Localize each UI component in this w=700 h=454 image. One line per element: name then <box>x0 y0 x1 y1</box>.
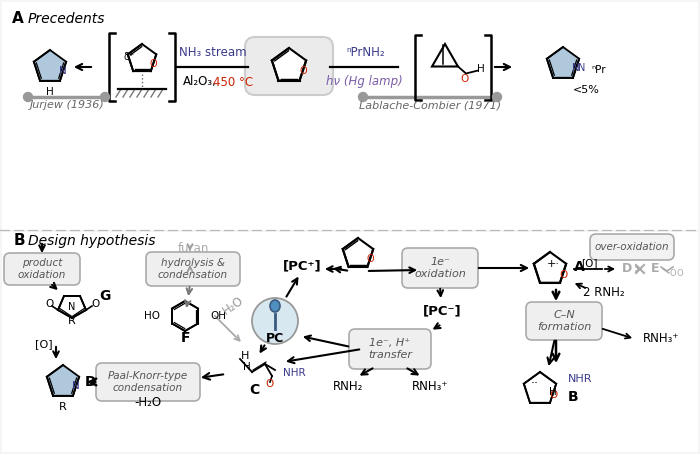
Text: N: N <box>69 302 76 312</box>
Ellipse shape <box>270 300 280 312</box>
Text: Paal-Knorr-type
condensation: Paal-Knorr-type condensation <box>108 371 188 393</box>
Text: O: O <box>461 74 469 84</box>
Polygon shape <box>272 48 306 80</box>
Text: 1e⁻
oxidation: 1e⁻ oxidation <box>414 257 466 279</box>
Text: <5%: <5% <box>573 85 600 95</box>
Text: Jurjew (1936): Jurjew (1936) <box>29 100 104 110</box>
Text: O: O <box>150 59 158 69</box>
Text: [PC⁺]: [PC⁺] <box>283 260 321 272</box>
Text: H: H <box>46 87 54 97</box>
Text: δ⁺: δ⁺ <box>123 52 134 62</box>
Circle shape <box>101 93 109 102</box>
Text: O: O <box>299 66 307 77</box>
Text: [O]: [O] <box>581 258 597 268</box>
Ellipse shape <box>252 298 298 344</box>
Polygon shape <box>547 47 579 78</box>
Text: R: R <box>68 316 76 326</box>
Text: A: A <box>574 260 584 274</box>
Text: O: O <box>92 299 100 309</box>
Text: B: B <box>14 233 26 248</box>
Text: RNH₃⁺: RNH₃⁺ <box>412 380 448 393</box>
Text: 450 °C: 450 °C <box>213 75 253 89</box>
Text: F: F <box>181 331 190 345</box>
Text: O: O <box>559 270 567 280</box>
Text: hν (Hg lamp): hν (Hg lamp) <box>326 75 402 89</box>
Text: Design hypothesis: Design hypothesis <box>28 234 155 248</box>
Circle shape <box>493 93 501 102</box>
Text: R: R <box>59 402 67 412</box>
Text: product
oxidation: product oxidation <box>18 258 66 280</box>
Polygon shape <box>34 50 66 81</box>
Text: Precedents: Precedents <box>28 12 106 26</box>
Text: Lablache-Combier (1971): Lablache-Combier (1971) <box>359 100 501 110</box>
Text: O: O <box>677 270 683 278</box>
Text: O: O <box>670 270 676 278</box>
Text: furan: furan <box>177 242 209 255</box>
Text: N: N <box>572 63 580 73</box>
Text: N: N <box>72 381 80 391</box>
Text: A: A <box>12 11 24 26</box>
FancyBboxPatch shape <box>526 302 602 340</box>
Text: N: N <box>578 63 586 73</box>
Text: ⁿPr: ⁿPr <box>591 65 606 75</box>
Text: NHR: NHR <box>283 368 306 378</box>
FancyBboxPatch shape <box>245 37 333 95</box>
FancyBboxPatch shape <box>2 2 698 230</box>
Text: D: D <box>622 262 632 276</box>
FancyBboxPatch shape <box>2 232 698 452</box>
Text: +·: +· <box>547 259 559 269</box>
Text: E: E <box>651 262 659 276</box>
Text: NHR: NHR <box>568 374 592 384</box>
Text: N: N <box>60 66 67 76</box>
Text: RNH₂: RNH₂ <box>332 380 363 393</box>
Text: B: B <box>568 390 579 404</box>
Text: H: H <box>550 387 557 397</box>
Text: PC: PC <box>266 332 284 345</box>
Text: Al₂O₃,: Al₂O₃, <box>183 75 217 89</box>
FancyBboxPatch shape <box>590 234 674 260</box>
Polygon shape <box>127 44 156 71</box>
FancyBboxPatch shape <box>402 248 478 288</box>
Text: 2 RNH₂: 2 RNH₂ <box>583 286 625 298</box>
Text: C–N
formation: C–N formation <box>537 310 591 332</box>
Text: C: C <box>249 383 259 397</box>
FancyBboxPatch shape <box>146 252 240 286</box>
Text: hydrolysis &
condensation: hydrolysis & condensation <box>158 258 228 280</box>
Text: [O]: [O] <box>35 339 52 349</box>
Text: O: O <box>266 379 274 389</box>
Text: OH: OH <box>210 311 226 321</box>
Polygon shape <box>58 296 86 318</box>
Text: RNH₃⁺: RNH₃⁺ <box>643 332 680 345</box>
Polygon shape <box>524 372 556 403</box>
Text: over-oxidation: over-oxidation <box>595 242 669 252</box>
Polygon shape <box>432 44 458 66</box>
Polygon shape <box>534 252 566 283</box>
Polygon shape <box>47 365 79 396</box>
Text: O: O <box>549 390 557 400</box>
Polygon shape <box>172 301 198 331</box>
Circle shape <box>358 93 368 102</box>
FancyBboxPatch shape <box>4 253 80 285</box>
Text: G: G <box>99 289 111 303</box>
Text: O: O <box>46 299 54 309</box>
Text: D: D <box>85 375 97 389</box>
Text: O: O <box>367 254 374 264</box>
Text: -H₂O: -H₂O <box>134 395 162 409</box>
Text: H: H <box>243 362 251 372</box>
Circle shape <box>24 93 32 102</box>
Text: H: H <box>477 64 485 74</box>
Text: H: H <box>241 351 249 361</box>
FancyBboxPatch shape <box>349 329 431 369</box>
Text: ··: ·· <box>531 377 539 390</box>
Text: ⁿPrNH₂: ⁿPrNH₂ <box>346 45 385 59</box>
FancyBboxPatch shape <box>96 363 200 401</box>
Polygon shape <box>343 238 373 267</box>
Text: 1e⁻, H⁺
transfer: 1e⁻, H⁺ transfer <box>368 338 412 360</box>
Text: NH₃ stream: NH₃ stream <box>179 45 247 59</box>
Text: [PC⁻]: [PC⁻] <box>423 305 461 317</box>
Text: H₂O: H₂O <box>220 294 246 318</box>
Text: HO: HO <box>144 311 160 321</box>
